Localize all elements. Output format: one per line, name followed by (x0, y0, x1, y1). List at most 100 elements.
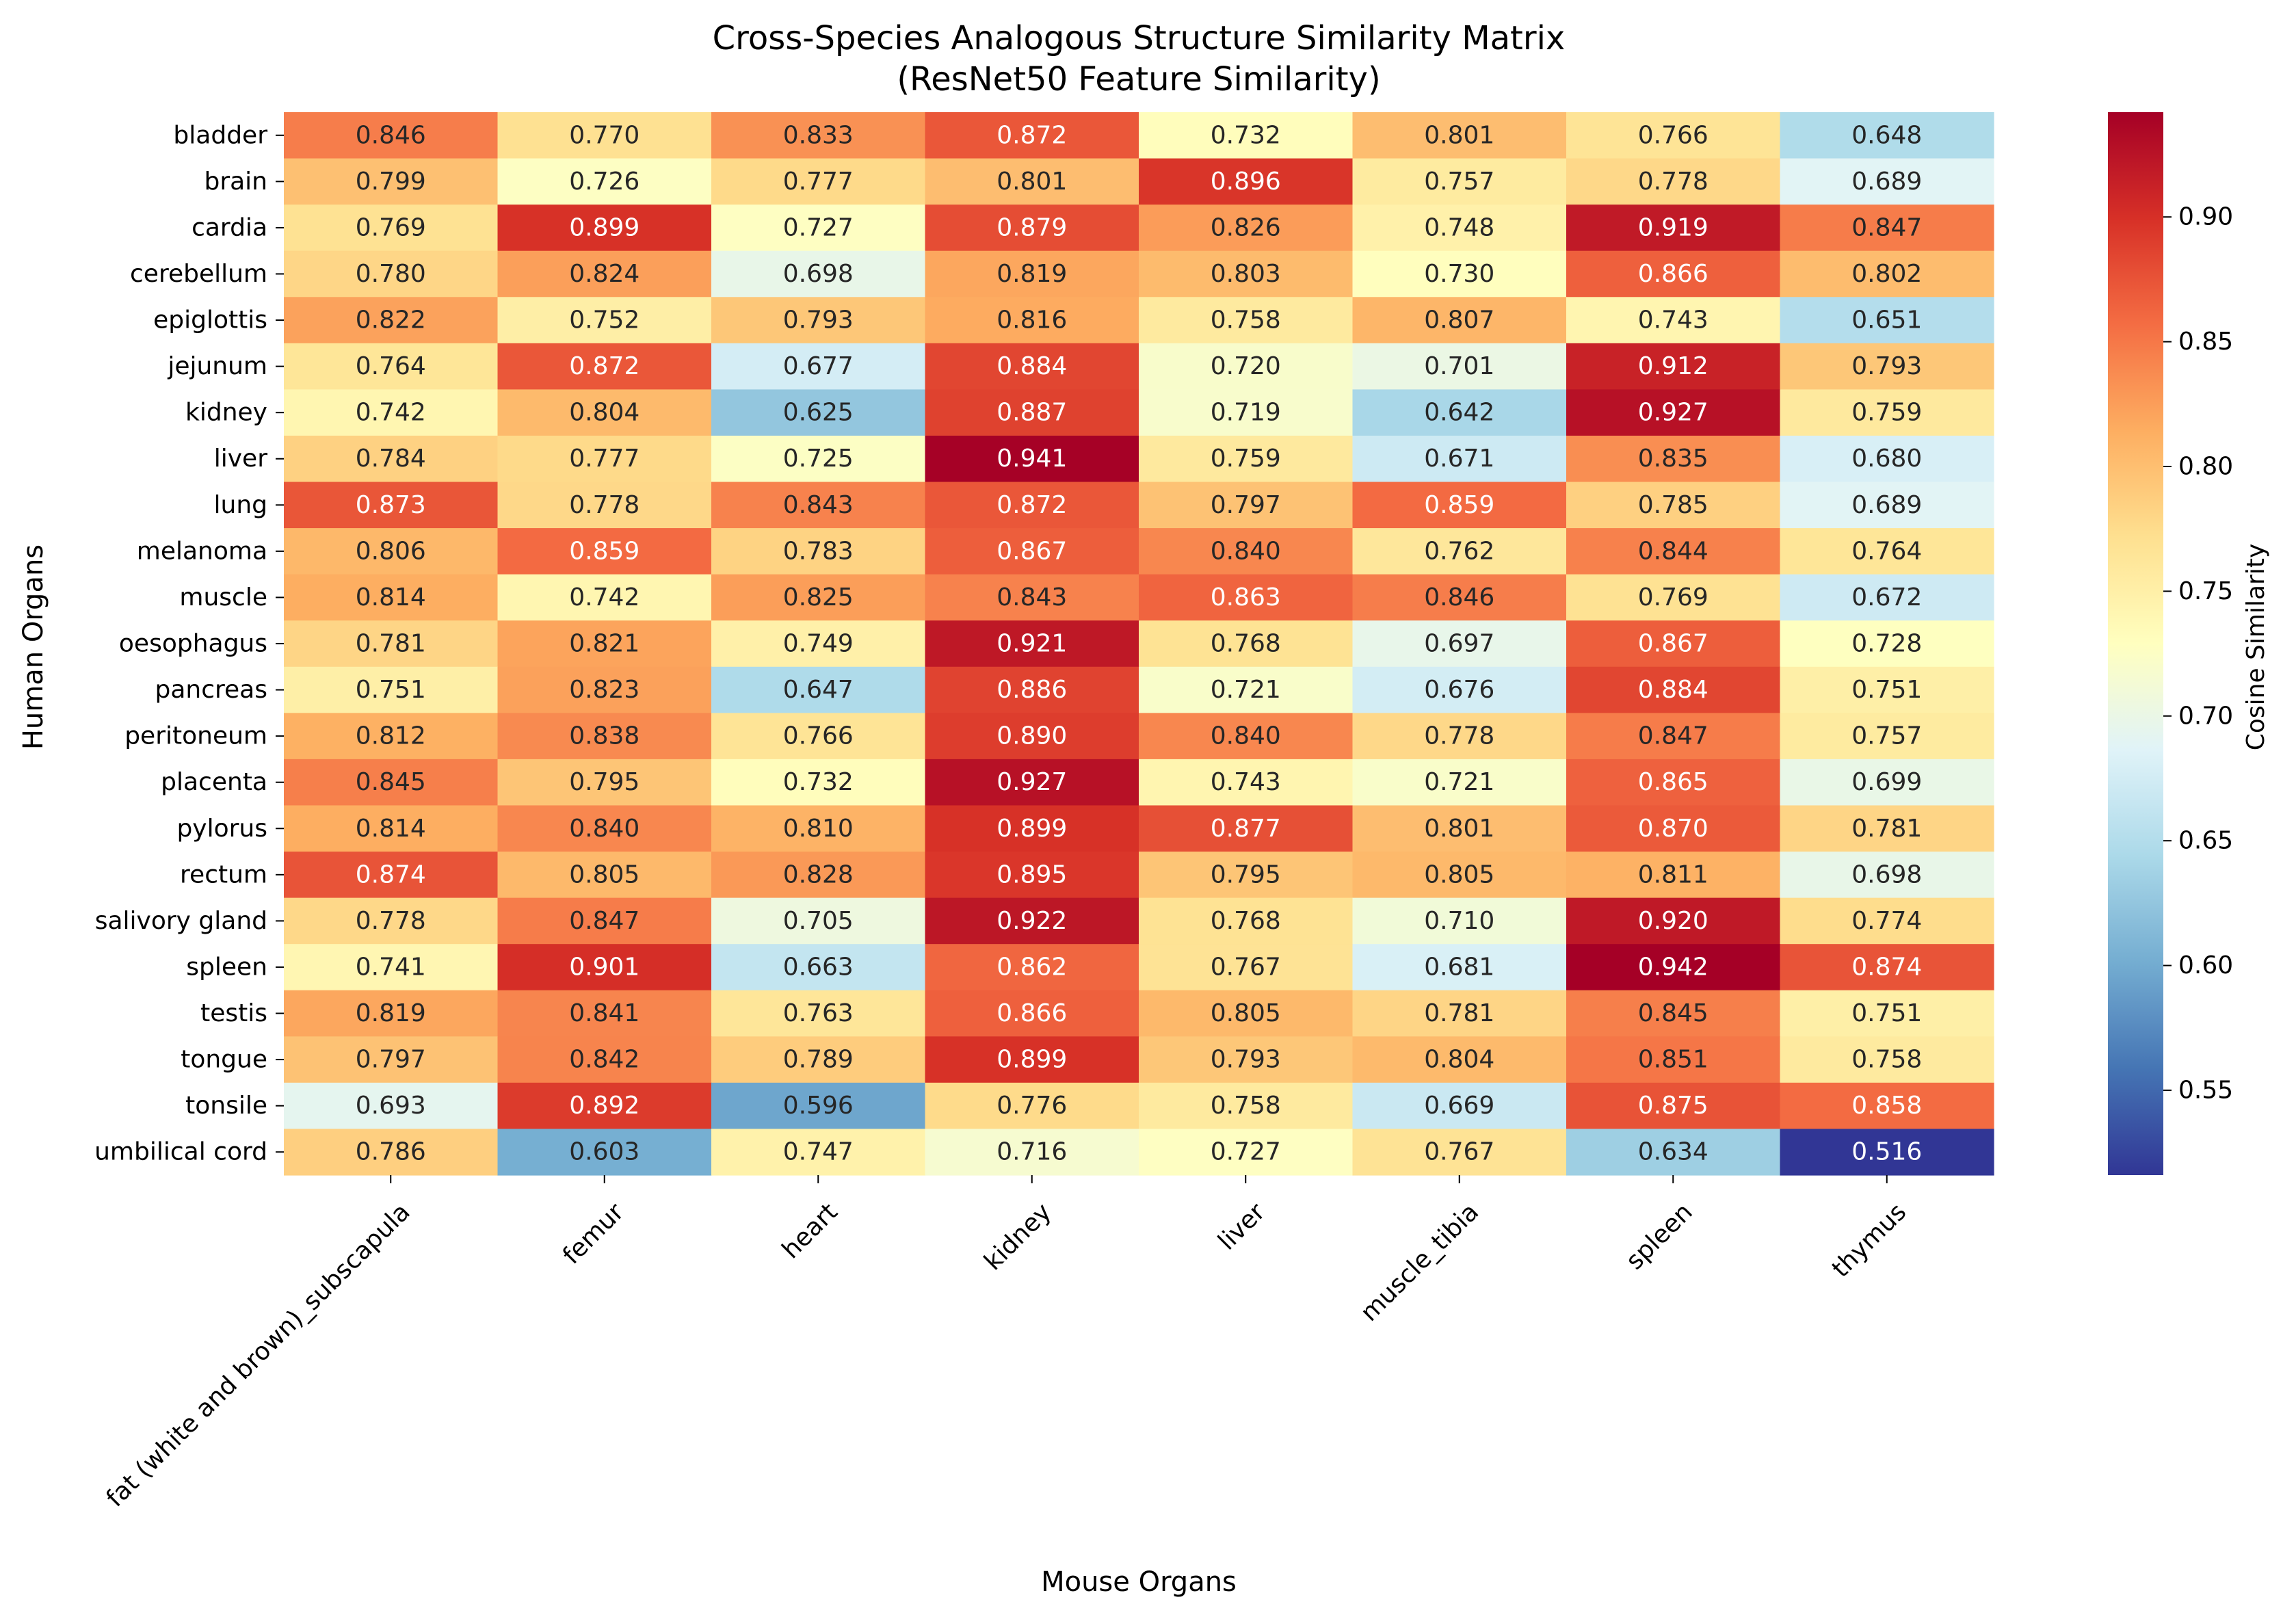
heatmap-cell (1566, 1036, 1781, 1083)
heatmap-cell (497, 759, 712, 806)
cell-value-label: 0.596 (783, 1092, 854, 1120)
row-tick-labels: bladder brain cardia cerebellum epiglottis je… (94, 121, 284, 1166)
cell-value-label: 0.793 (783, 306, 854, 334)
heatmap-cell (284, 1036, 499, 1083)
heatmap-cell (1352, 389, 1567, 436)
cell-value-label: 0.873 (356, 491, 426, 519)
colorbar-tick-label: 0.70 (2178, 702, 2233, 730)
heatmap-cell (1139, 1082, 1354, 1130)
cell-value-label: 0.647 (783, 676, 854, 704)
heatmap-cell (1352, 343, 1567, 390)
heatmap-cell (925, 205, 1139, 252)
heatmap-cell (497, 158, 712, 205)
heatmap-cell (925, 158, 1139, 205)
heatmap-cell (284, 250, 499, 298)
heatmap-cell (1566, 852, 1781, 899)
cell-value-label: 0.838 (569, 722, 639, 750)
row-tick-label: epiglottis (153, 306, 267, 334)
cell-value-label: 0.768 (1211, 907, 1281, 935)
row-tick-label: liver (214, 445, 267, 473)
heatmap-cell (1352, 297, 1567, 344)
heatmap-cell (925, 713, 1139, 760)
heatmap-cell (1139, 158, 1354, 205)
cell-value-label: 0.742 (569, 583, 639, 611)
cell-value-label: 0.812 (356, 722, 426, 750)
heatmap-cell (711, 944, 926, 991)
heatmap-cell (925, 112, 1139, 159)
colorbar-tick-label: 0.90 (2178, 203, 2233, 231)
cell-value-label: 0.833 (783, 121, 854, 149)
cell-value-label: 0.758 (1851, 1046, 1922, 1074)
chart-subtitle: (ResNet50 Feature Similarity) (897, 60, 1380, 98)
heatmap-cell (284, 1129, 499, 1176)
heatmap-cell (925, 805, 1139, 852)
cell-value-label: 0.819 (997, 260, 1067, 288)
heatmap-cell (925, 343, 1139, 390)
column-tick-label: femur (557, 1198, 629, 1269)
row-tick-label: tonsile (185, 1092, 267, 1120)
cell-value-label: 0.778 (569, 491, 639, 519)
cell-value-label: 0.625 (783, 399, 854, 427)
cell-value-label: 0.941 (997, 445, 1067, 473)
cell-value-label: 0.764 (356, 352, 426, 380)
cell-value-label: 0.672 (1851, 583, 1922, 611)
cell-value-label: 0.759 (1851, 399, 1922, 427)
heatmap-cell (1139, 435, 1354, 483)
cell-value-label: 0.901 (569, 953, 639, 981)
cell-value-label: 0.741 (356, 953, 426, 981)
cell-value-label: 0.689 (1851, 491, 1922, 519)
cell-value-label: 0.766 (783, 722, 854, 750)
cell-value-label: 0.748 (1424, 213, 1494, 241)
cell-value-label: 0.866 (1638, 260, 1708, 288)
cell-value-label: 0.866 (997, 999, 1067, 1027)
cell-value-label: 0.763 (783, 999, 854, 1027)
heatmap-cell (711, 482, 926, 529)
cell-value-label: 0.642 (1424, 399, 1494, 427)
cell-value-label: 0.875 (1638, 1092, 1708, 1120)
cell-value-label: 0.689 (1851, 168, 1922, 196)
heatmap-cell (1566, 250, 1781, 298)
heatmap-cell (925, 574, 1139, 621)
heatmap-cell (1139, 528, 1354, 575)
heatmap-cell (1780, 250, 1994, 298)
cell-value-label: 0.780 (356, 260, 426, 288)
cell-value-label: 0.749 (783, 630, 854, 658)
cell-value-label: 0.697 (1424, 630, 1494, 658)
cell-value-label: 0.742 (356, 399, 426, 427)
heatmap-cell (1566, 343, 1781, 390)
cell-value-label: 0.603 (569, 1138, 639, 1166)
heatmap-cell (925, 435, 1139, 483)
cell-value-label: 0.781 (1851, 815, 1922, 843)
heatmap-cell (1780, 435, 1994, 483)
row-tick-label: cerebellum (130, 260, 267, 288)
cell-value-label: 0.751 (1851, 676, 1922, 704)
cell-value-label: 0.867 (997, 537, 1067, 565)
column-tick-label: thymus (1827, 1198, 1912, 1282)
cell-value-label: 0.516 (1851, 1138, 1922, 1166)
cell-value-label: 0.803 (1211, 260, 1281, 288)
cell-value-label: 0.778 (1424, 722, 1494, 750)
cell-value-label: 0.677 (783, 352, 854, 380)
cell-value-label: 0.747 (783, 1138, 854, 1166)
heatmap-cell (711, 897, 926, 945)
cell-value-label: 0.651 (1851, 306, 1922, 334)
heatmap-cell (1566, 435, 1781, 483)
heatmap-cell (284, 944, 499, 991)
cell-value-label: 0.899 (997, 815, 1067, 843)
cell-value-label: 0.886 (997, 676, 1067, 704)
column-tick-label: fat (white and brown)_subscapula (101, 1198, 416, 1512)
heatmap-cell (1566, 389, 1781, 436)
cell-value-label: 0.816 (997, 306, 1067, 334)
heatmap-cell (1566, 805, 1781, 852)
heatmap-cell (497, 389, 712, 436)
heatmap-cell (1352, 574, 1567, 621)
heatmap-cell (925, 1129, 1139, 1176)
cell-value-label: 0.634 (1638, 1138, 1708, 1166)
heatmap-cell (1780, 1129, 1994, 1176)
cell-value-label: 0.872 (569, 352, 639, 380)
cell-value-label: 0.858 (1851, 1092, 1922, 1120)
cell-value-label: 0.845 (1638, 999, 1708, 1027)
row-tick-label: jejunum (167, 352, 267, 380)
cell-value-label: 0.786 (356, 1138, 426, 1166)
heatmap-cell (1139, 343, 1354, 390)
